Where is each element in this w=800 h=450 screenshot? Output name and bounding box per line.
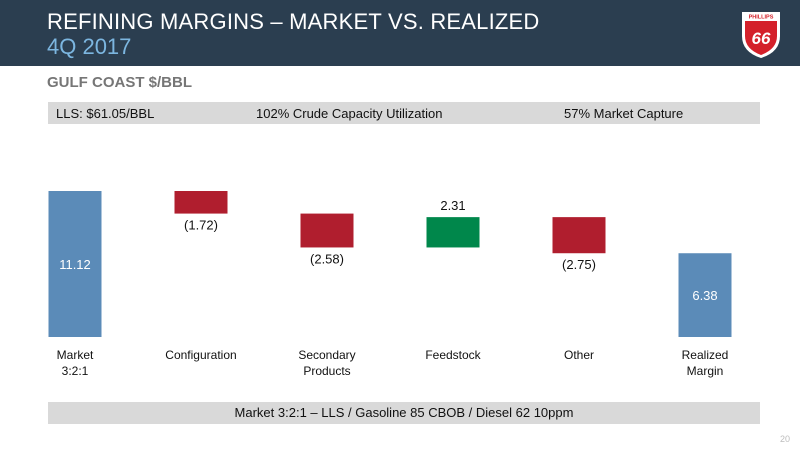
data-label-3: 2.31 [440, 198, 465, 213]
category-label-1: Configuration [165, 348, 236, 362]
logo-number: 66 [752, 29, 771, 48]
logo-wordmark: PHILLIPS [749, 15, 774, 21]
data-label-0: 11.12 [59, 257, 91, 272]
header-banner: REFINING MARGINS – MARKET VS. REALIZED 4… [0, 0, 800, 66]
bar-3 [426, 217, 480, 248]
info-lls-price: LLS: $61.05/BBL [56, 106, 155, 121]
data-label-4: (2.75) [562, 257, 596, 272]
data-label-1: (1.72) [184, 218, 218, 233]
bar-0 [48, 191, 102, 337]
page-number: 20 [779, 434, 790, 444]
info-capacity-utilization: 102% Crude Capacity Utilization [256, 106, 443, 121]
bar-1 [174, 191, 228, 214]
bar-4 [552, 217, 606, 254]
category-label-4: Other [564, 348, 594, 362]
waterfall-chart: 11.12 Market 3:2:1 (1.72) Configuration (2.58… [48, 191, 732, 378]
info-bar: LLS: $61.05/BBL 102% Crude Capacity Util… [48, 102, 760, 124]
slide-subtitle: 4Q 2017 [47, 34, 132, 59]
category-label-5: Realized Margin [682, 348, 729, 378]
footer-note: Market 3:2:1 – LLS / Gasoline 85 CBOB / … [48, 402, 760, 424]
bar-5 [678, 253, 732, 337]
bar-2 [300, 213, 354, 248]
data-label-2: (2.58) [310, 251, 344, 266]
phillips66-logo: PHILLIPS 66 [742, 12, 780, 58]
category-label-0: Market 3:2:1 [57, 348, 94, 378]
category-label-3: Feedstock [425, 348, 481, 362]
info-market-capture: 57% Market Capture [564, 106, 684, 121]
data-label-5: 6.38 [692, 288, 717, 303]
slide-title: REFINING MARGINS – MARKET VS. REALIZED [47, 9, 540, 34]
section-title: GULF COAST $/BBL [47, 74, 192, 91]
category-label-2: Secondary Products [298, 348, 355, 378]
